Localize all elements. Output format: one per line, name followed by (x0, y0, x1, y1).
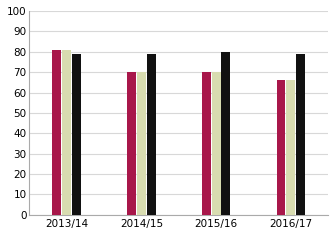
Bar (72, 54, 81, 215)
Bar (137, 72, 146, 215)
Bar (127, 72, 136, 215)
Bar (221, 52, 230, 215)
Bar (147, 54, 155, 215)
Bar (286, 80, 295, 215)
Bar (53, 50, 61, 215)
Bar (276, 80, 285, 215)
Bar (62, 50, 71, 215)
Bar (212, 72, 220, 215)
Bar (202, 72, 211, 215)
Bar (296, 54, 305, 215)
